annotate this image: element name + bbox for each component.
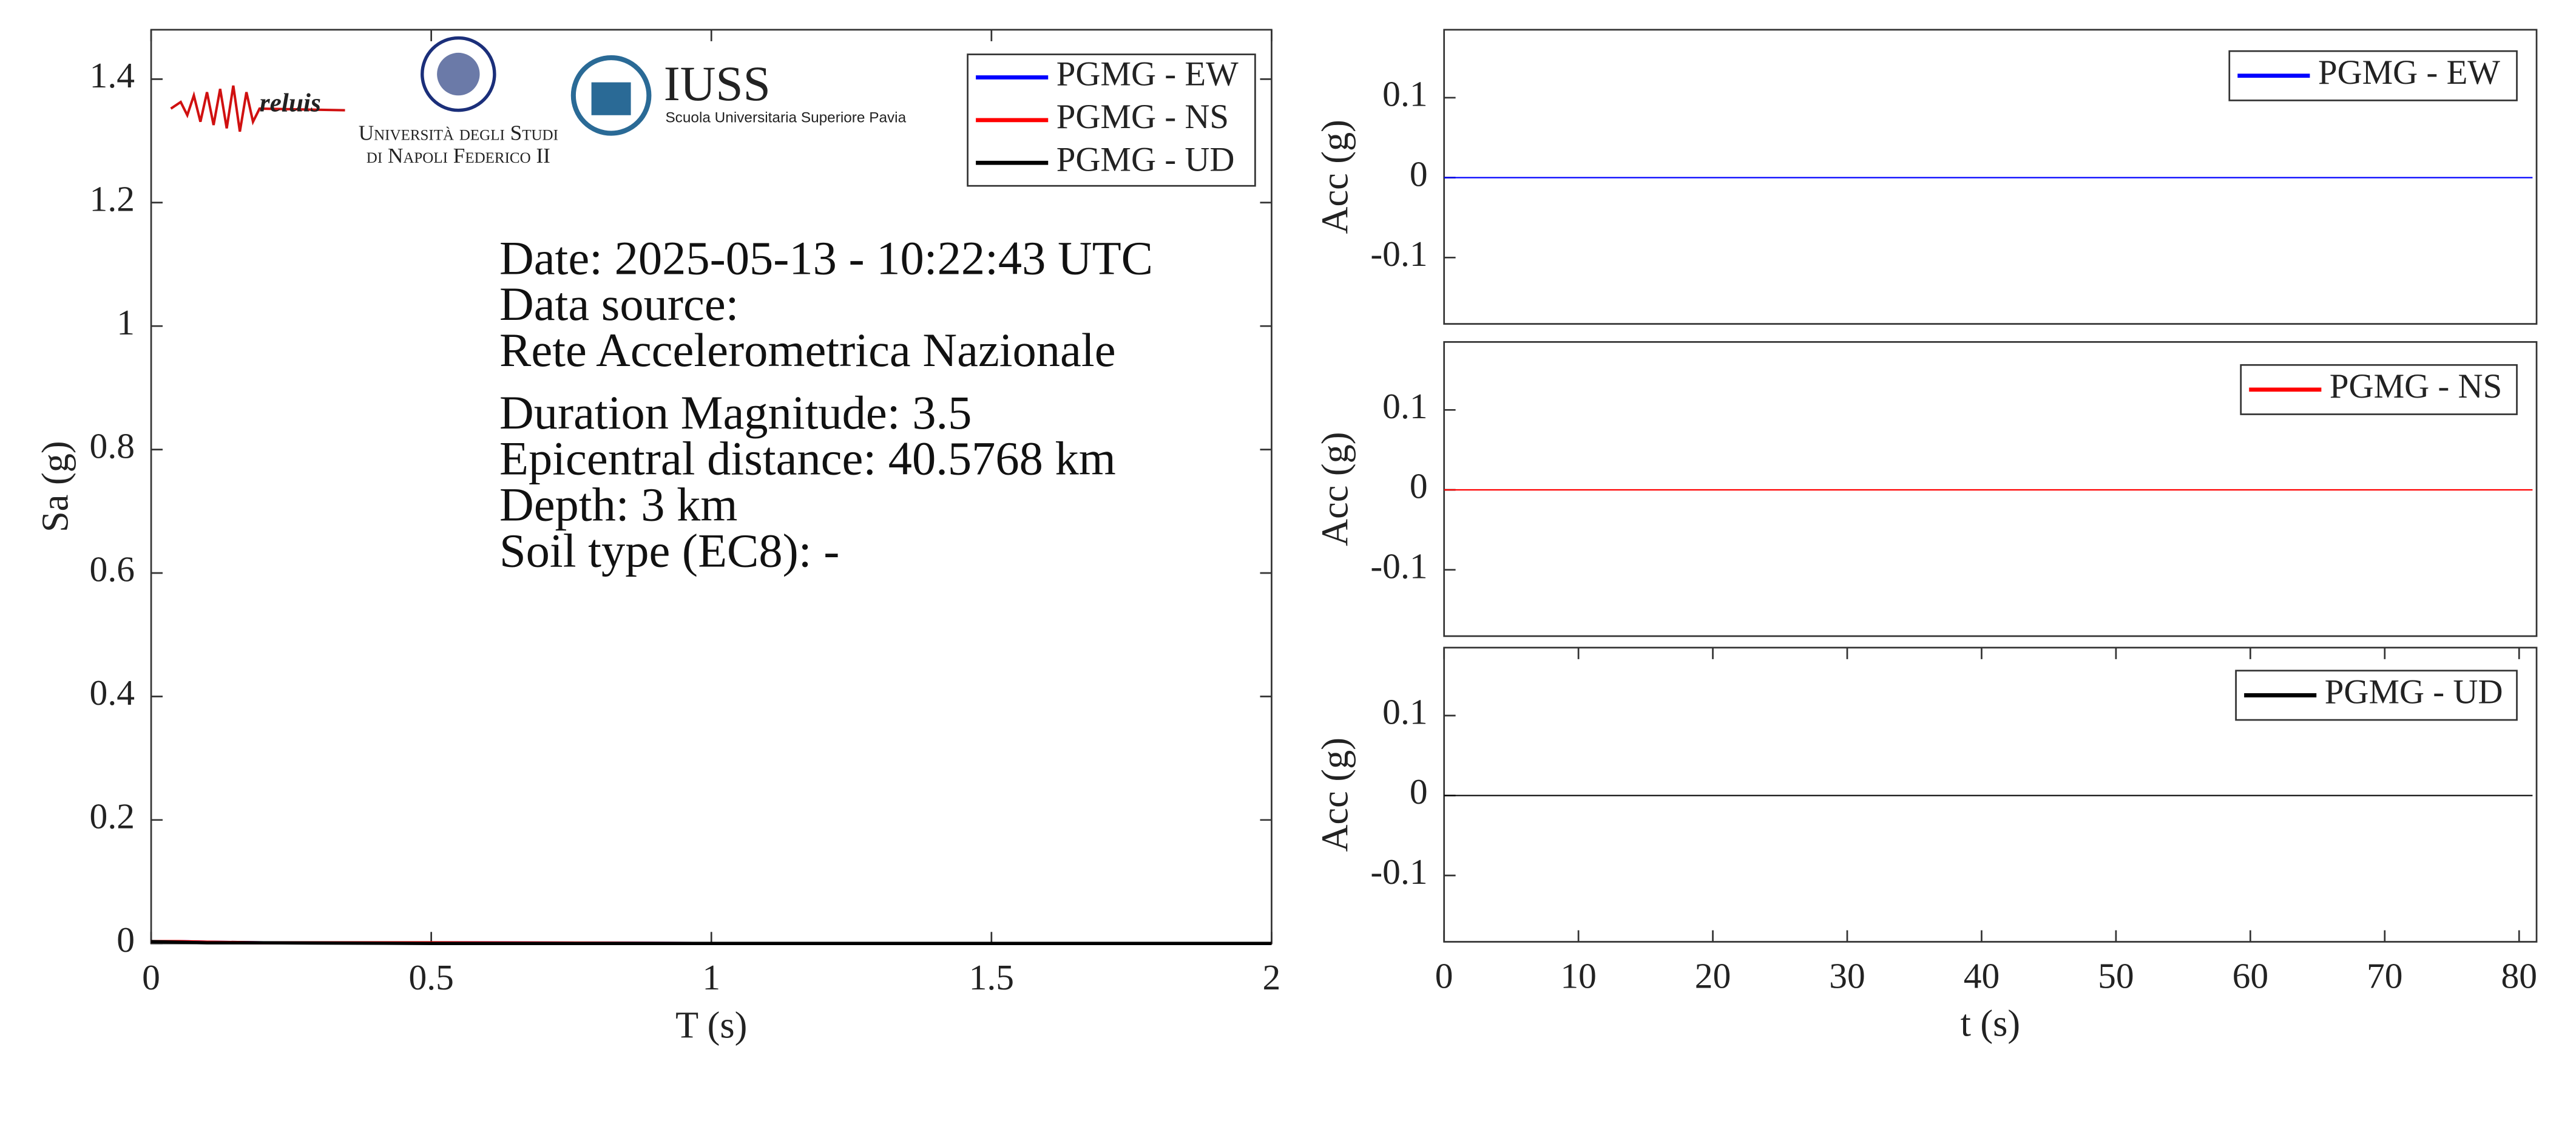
annotation: Date: 2025-05-13 - 10:22:43 UTC: [499, 231, 1153, 284]
x-tick-label: 40: [1964, 955, 2000, 995]
y-tick-label: 1.2: [90, 178, 135, 219]
x-tick-label: 20: [1695, 955, 1731, 995]
annotation: Rete Accelerometrica Nazionale: [499, 324, 1116, 376]
y-tick-label: 0.1: [1382, 386, 1427, 426]
annotation: Data source:: [499, 277, 739, 330]
y-tick-label: 0.6: [90, 549, 135, 589]
y-tick-label: -0.1: [1370, 234, 1427, 274]
x-tick-label: 80: [2501, 955, 2537, 995]
y-axis-label: Acc (g): [1315, 120, 1356, 234]
iuss-logo: IUSS Scuola Universitaria Superiore Pavi…: [570, 55, 907, 136]
logo-text: di Napoli Federico II: [367, 144, 550, 168]
reluis-logo: reluis: [170, 85, 345, 132]
y-tick-label: 0: [117, 920, 135, 960]
y-tick-label: 0.1: [1382, 74, 1427, 114]
annotation: Epicentral distance: 40.5768 km: [499, 432, 1116, 485]
x-tick-label: 1.5: [969, 957, 1014, 997]
y-tick-label: 0: [1410, 772, 1428, 812]
annotation: Soil type (EC8): -: [499, 524, 839, 577]
y-tick-label: 0.4: [90, 673, 135, 713]
legend-box: [2240, 364, 2518, 415]
x-axis-label: t (s): [1961, 1003, 2021, 1045]
legend-label: PGMG - UD: [2325, 673, 2503, 711]
x-tick-label: 1: [702, 957, 720, 997]
y-tick-label: 0: [1410, 154, 1428, 194]
x-tick-label: 0: [1435, 955, 1453, 995]
x-tick-label: 30: [1829, 955, 1865, 995]
x-axis-label: T (s): [675, 1005, 747, 1046]
y-tick-label: 0.2: [90, 796, 135, 836]
logo-text: reluis: [260, 88, 321, 117]
y-tick-label: -0.1: [1370, 546, 1427, 586]
y-tick-label: 0.8: [90, 426, 135, 466]
series-line: [151, 940, 1272, 945]
x-tick-label: 70: [2367, 955, 2403, 995]
x-tick-label: 0.5: [408, 957, 453, 997]
y-axis-label: Sa (g): [35, 441, 76, 532]
y-tick-label: 1: [117, 302, 135, 342]
x-tick-label: 50: [2098, 955, 2134, 995]
logo-text: Scuola Universitaria Superiore Pavia: [665, 110, 906, 126]
legend-label: PGMG - UD: [1056, 140, 1235, 178]
legend-label: PGMG - NS: [2330, 367, 2502, 405]
legend-label: PGMG - NS: [1056, 98, 1229, 136]
y-tick-label: 0: [1410, 466, 1428, 506]
x-tick-label: 2: [1263, 957, 1281, 997]
y-tick-label: 0.1: [1382, 692, 1427, 732]
y-axis-label: Acc (g): [1315, 738, 1356, 852]
logo-text: Università degli Studi: [359, 121, 558, 144]
unina-logo: Università degli Studi di Napoli Federic…: [359, 36, 558, 168]
x-tick-label: 60: [2233, 955, 2269, 995]
legend-label: PGMG - EW: [1056, 55, 1239, 93]
logo-text: IUSS: [664, 56, 771, 111]
annotation: Duration Magnitude: 3.5: [499, 386, 972, 439]
y-tick-label: -0.1: [1370, 852, 1427, 892]
y-tick-label: 1.4: [90, 55, 135, 95]
x-tick-label: 10: [1560, 955, 1597, 995]
annotation: Depth: 3 km: [499, 478, 737, 531]
y-axis-label: Acc (g): [1315, 432, 1356, 546]
legend-label: PGMG - EW: [2318, 53, 2500, 92]
x-tick-label: 0: [142, 957, 160, 997]
